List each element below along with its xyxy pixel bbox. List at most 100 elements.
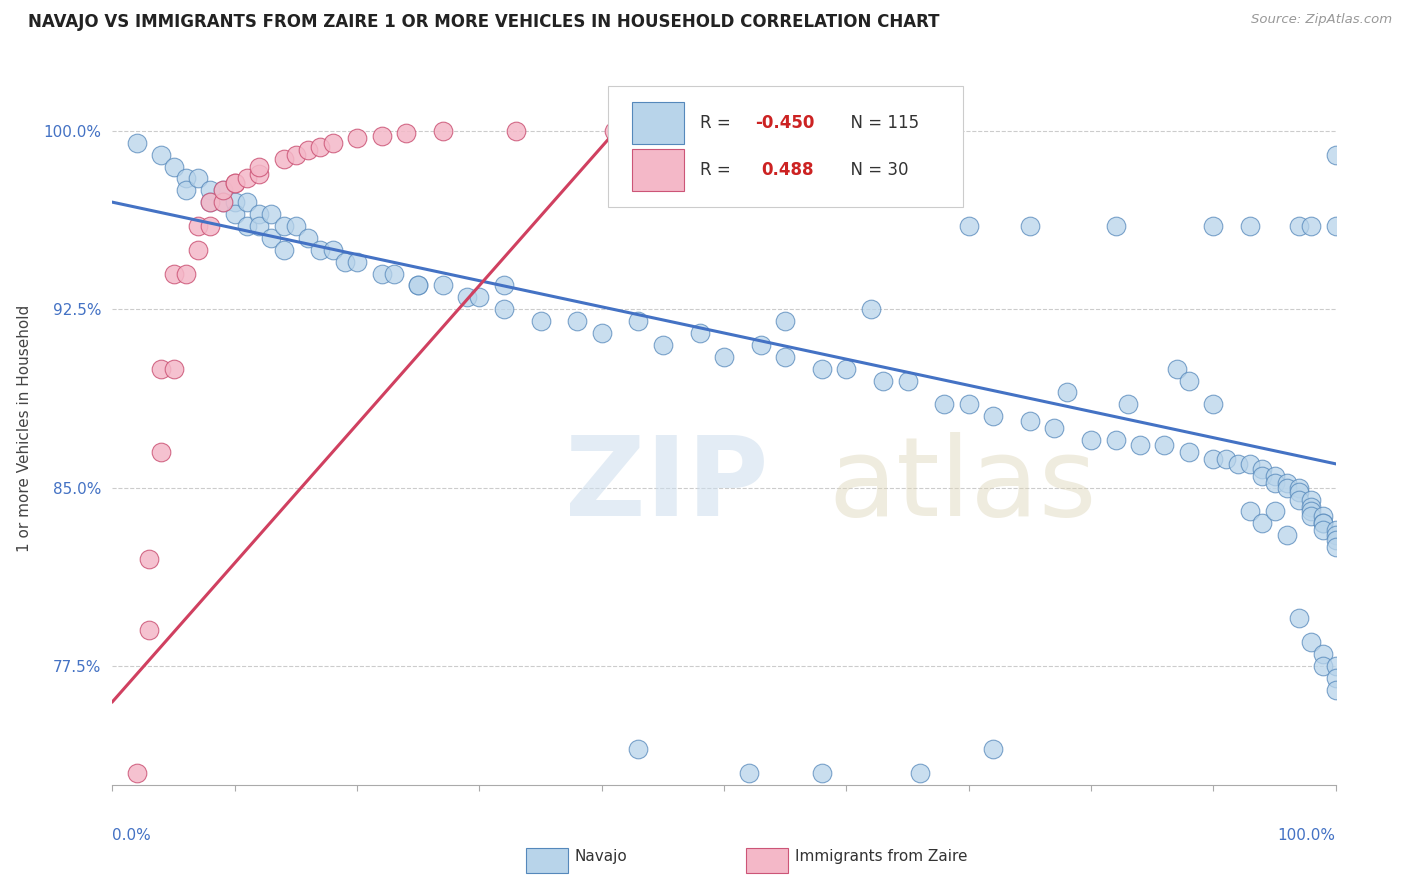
Point [957,219,980,233]
Point [125,766,148,780]
Point [1301,500,1323,514]
FancyBboxPatch shape [633,102,683,144]
Point [957,397,980,411]
Text: -0.450: -0.450 [755,114,814,132]
Point [1301,509,1323,524]
Point [1288,481,1310,495]
Point [187,219,209,233]
Point [150,361,173,376]
Text: 100.0%: 100.0% [1278,828,1336,843]
Point [1275,528,1298,542]
Point [224,207,246,221]
Point [981,742,1004,756]
Point [1104,219,1126,233]
Point [1264,475,1286,490]
Point [247,160,270,174]
Point [395,126,418,140]
Point [1056,385,1078,400]
Point [200,219,222,233]
Point [492,278,515,293]
Point [492,302,515,317]
Point [1324,682,1347,697]
Point [811,361,834,376]
Text: Source: ZipAtlas.com: Source: ZipAtlas.com [1251,13,1392,27]
Point [1312,509,1334,524]
Point [200,195,222,210]
Point [187,243,209,257]
Point [1264,468,1286,483]
Point [200,183,222,197]
Point [382,267,405,281]
Point [273,243,295,257]
Point [1288,485,1310,500]
Point [260,207,283,221]
Point [1116,397,1139,411]
Point [125,136,148,150]
Point [284,219,308,233]
Point [1239,504,1261,518]
Point [1043,421,1066,435]
Point [1018,219,1040,233]
Point [297,143,319,157]
Point [1312,659,1334,673]
Point [1324,659,1347,673]
Point [1312,524,1334,538]
Point [260,231,283,245]
Point [811,766,834,780]
Point [1178,445,1201,459]
FancyBboxPatch shape [607,86,963,207]
Point [737,766,759,780]
Point [1239,219,1261,233]
Point [981,409,1004,424]
Point [1226,457,1249,471]
Point [138,624,160,638]
Point [1239,457,1261,471]
Point [1104,433,1126,447]
Point [872,374,894,388]
Point [749,338,772,352]
Text: Navajo: Navajo [575,849,627,863]
Point [529,314,551,328]
Point [456,290,478,304]
Point [309,243,332,257]
FancyBboxPatch shape [747,847,787,873]
Point [247,219,270,233]
Point [627,314,650,328]
Point [211,195,233,210]
Point [1153,438,1175,452]
Point [1275,475,1298,490]
Point [163,267,186,281]
Point [1324,540,1347,554]
Point [224,176,246,190]
Point [408,278,430,293]
Point [1080,433,1102,447]
Point [1288,219,1310,233]
Point [1324,147,1347,161]
Point [432,124,454,138]
Point [236,171,259,186]
Point [1324,524,1347,538]
Point [273,219,295,233]
Point [1215,452,1237,467]
Point [1301,635,1323,649]
Point [247,207,270,221]
Point [370,267,392,281]
Text: 0.0%: 0.0% [112,828,152,843]
Point [1202,397,1225,411]
Point [163,160,186,174]
Point [859,302,882,317]
Point [236,219,259,233]
Point [1324,533,1347,547]
Point [1178,374,1201,388]
Point [432,278,454,293]
Point [908,766,931,780]
Point [163,361,186,376]
Point [150,445,173,459]
Text: Immigrants from Zaire: Immigrants from Zaire [794,849,967,863]
Point [236,195,259,210]
Point [652,338,675,352]
Point [1264,504,1286,518]
Point [1202,452,1225,467]
Point [1288,492,1310,507]
Point [1312,516,1334,531]
